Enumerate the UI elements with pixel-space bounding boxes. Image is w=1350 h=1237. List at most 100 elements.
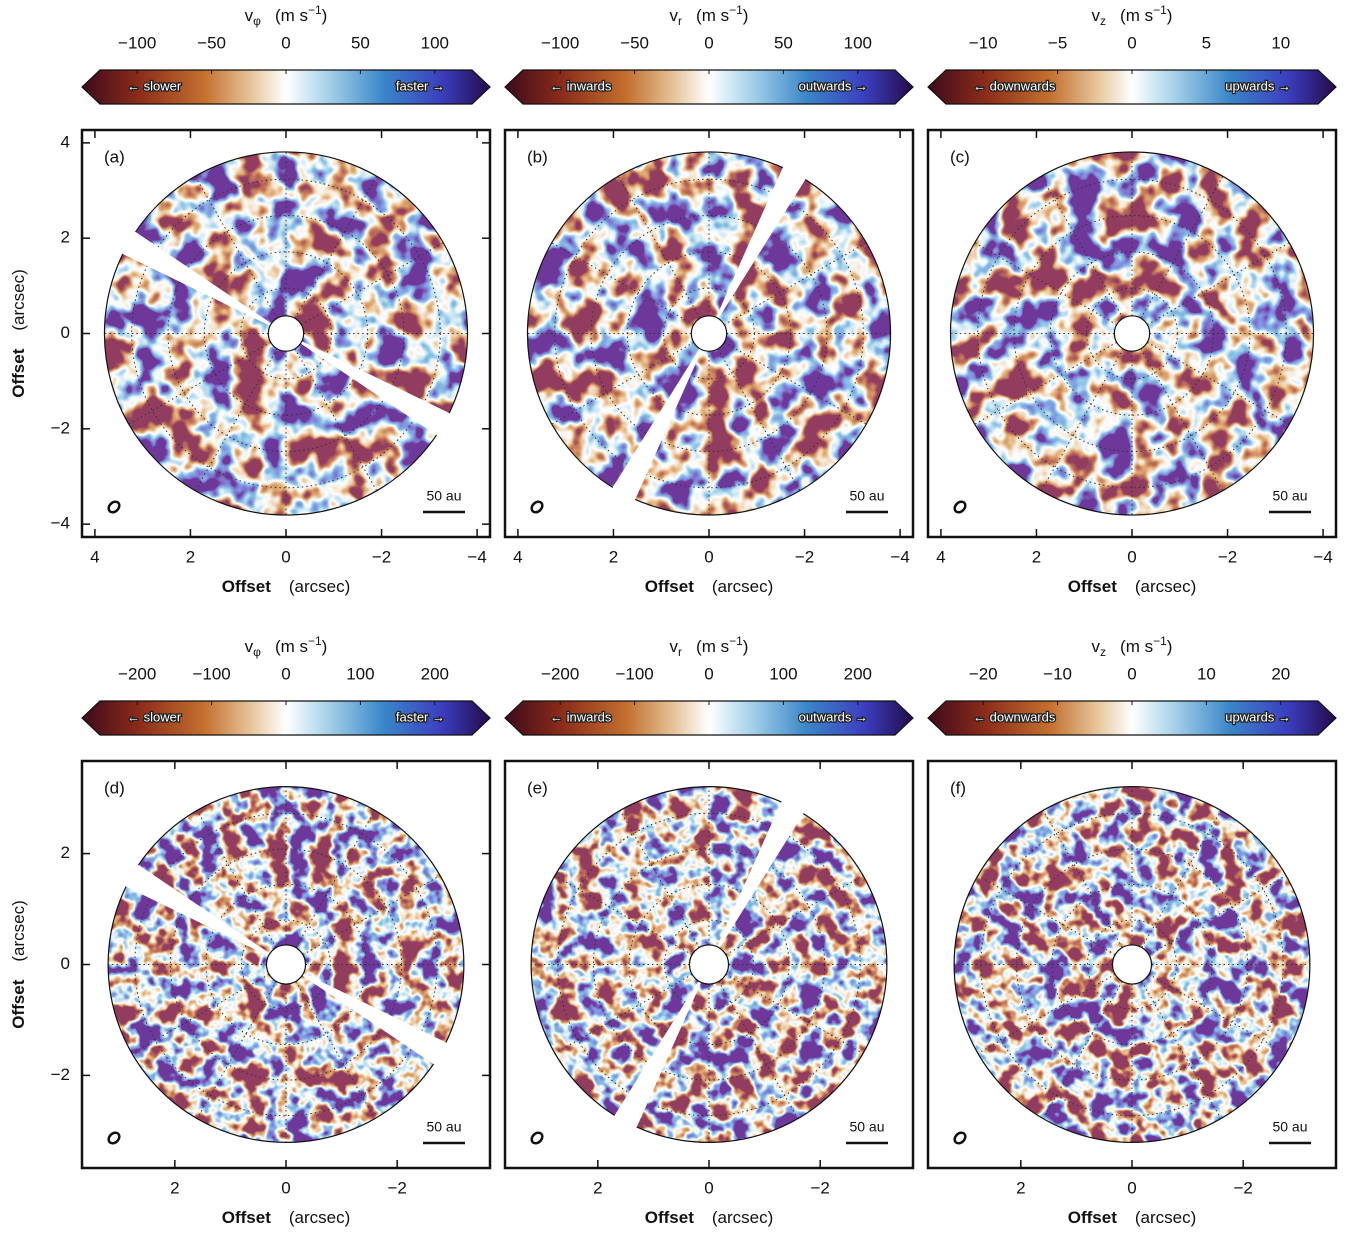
colorbar-tick-label: 100	[844, 33, 872, 52]
unit-exponent: −1	[729, 3, 743, 17]
grid-spoke	[1040, 176, 1124, 319]
disk-edge	[526, 151, 892, 516]
quantity: v	[1092, 637, 1101, 656]
inner-hole	[265, 944, 307, 985]
colorbar-tick-label: −100	[118, 33, 156, 52]
grid-spoke	[196, 981, 277, 1119]
colorbar-title: vφ (m s−1)	[245, 634, 328, 659]
quantity-subscript: z	[1100, 645, 1106, 659]
x-axis-unit: (arcsec)	[712, 1208, 773, 1227]
gap	[604, 964, 709, 1146]
colorbar-left-label: ← inwards	[550, 78, 612, 93]
beam	[953, 500, 967, 514]
x-axis-unit: (arcsec)	[712, 577, 773, 596]
x-axis-label: Offset (arcsec)	[222, 577, 351, 596]
scale-bar-label: 50 au	[849, 1119, 884, 1135]
grid-spoke	[131, 973, 270, 1054]
y-tick-label: −4	[51, 514, 70, 533]
colorbar-tick-label: −50	[197, 33, 226, 52]
x-tick-label: 0	[704, 547, 713, 566]
quantity-subscript: φ	[253, 14, 261, 28]
x-tick-label: 0	[1127, 1178, 1136, 1197]
colorbar	[504, 69, 914, 105]
y-tick-label: −2	[51, 418, 70, 437]
unit-exponent: −1	[308, 634, 322, 648]
grid-spoke	[551, 242, 694, 326]
y-axis-label: Offset (arcsec)	[9, 269, 28, 398]
grid-spoke	[1140, 348, 1224, 491]
y-tick-label: 2	[61, 228, 70, 247]
gap	[104, 220, 286, 334]
y-axis-label: Offset (arcsec)	[9, 900, 28, 1029]
x-axis-unit: (arcsec)	[289, 1208, 350, 1227]
grid-ring	[241, 919, 331, 1010]
colorbar-right-label: faster →	[396, 709, 445, 724]
colorbar-title: vz (m s−1)	[1092, 634, 1173, 659]
panel-label: (a)	[104, 147, 125, 166]
x-tick-label: 2	[1016, 1178, 1025, 1197]
colorbar-tick-label: 100	[769, 664, 797, 683]
y-tick-label: 0	[61, 323, 70, 342]
colorbar-title: vr (m s−1)	[670, 634, 749, 659]
panel: vr (m s−1) −100 −50 0 50 100 ← inwards outwards …	[503, 3, 915, 596]
y-tick-label: −2	[51, 1065, 70, 1084]
colorbar-tick-label: 0	[281, 664, 290, 683]
grid-spoke	[977, 875, 1116, 956]
colorbar-tick-label: −200	[541, 664, 579, 683]
colorbar-tick-label: −100	[541, 33, 579, 52]
x-axis-name: Offset	[1068, 577, 1117, 596]
unit-end: )	[743, 637, 749, 656]
inner-hole	[688, 944, 730, 985]
quantity-subscript: φ	[253, 645, 261, 659]
grid-spoke	[194, 176, 278, 319]
x-tick-label: −2	[1218, 547, 1237, 566]
grid-ring	[977, 178, 1287, 489]
colorbar-tick-label: 0	[1127, 664, 1136, 683]
gap	[602, 333, 709, 518]
beam	[530, 500, 544, 514]
grid-ring	[1051, 883, 1213, 1046]
grid-spoke	[554, 973, 693, 1054]
grid-spoke	[1141, 810, 1222, 948]
grid-spoke	[295, 810, 376, 948]
colorbar-tick-label: 0	[1127, 33, 1136, 52]
grid-ring	[592, 848, 826, 1081]
quantity: v	[245, 637, 254, 656]
x-axis-name: Offset	[1068, 1208, 1117, 1227]
unit: (m s	[1120, 637, 1153, 656]
colorbar-title: vz (m s−1)	[1092, 3, 1173, 28]
grid-spoke	[725, 973, 864, 1054]
grid-ring	[628, 883, 790, 1046]
grid-spoke	[128, 341, 271, 425]
colorbar-tick-label: 200	[421, 664, 449, 683]
x-tick-label: 4	[513, 547, 522, 566]
colorbar-title: vφ (m s−1)	[245, 3, 328, 28]
beam	[107, 500, 121, 514]
colorbar-tick-label: 100	[421, 33, 449, 52]
inner-hole	[267, 315, 305, 352]
grid-spoke	[717, 348, 801, 491]
colorbar-tick-label: −10	[1043, 664, 1072, 683]
colorbar-tick-label: 20	[1271, 664, 1290, 683]
colorbar-tick-label: 5	[1202, 33, 1211, 52]
colorbar-left-label: ← downwards	[973, 709, 1056, 724]
x-tick-label: 0	[1127, 547, 1136, 566]
grid-spoke	[295, 981, 376, 1119]
x-tick-label: 0	[281, 1178, 290, 1197]
unit: (m s	[275, 6, 308, 25]
unit-end: )	[1167, 637, 1173, 656]
quantity-subscript: r	[678, 645, 682, 659]
unit: (m s	[275, 637, 308, 656]
x-tick-label: −2	[810, 1178, 829, 1197]
x-tick-label: −2	[372, 547, 391, 566]
unit-end: )	[743, 6, 749, 25]
x-tick-label: −2	[795, 547, 814, 566]
unit-end: )	[322, 637, 328, 656]
colorbar	[927, 69, 1337, 105]
x-tick-label: 2	[593, 1178, 602, 1197]
colorbar-right-label: outwards →	[799, 78, 868, 93]
x-tick-label: −4	[1313, 547, 1332, 566]
grid-spoke	[1040, 348, 1124, 491]
grid-ring	[169, 848, 403, 1081]
